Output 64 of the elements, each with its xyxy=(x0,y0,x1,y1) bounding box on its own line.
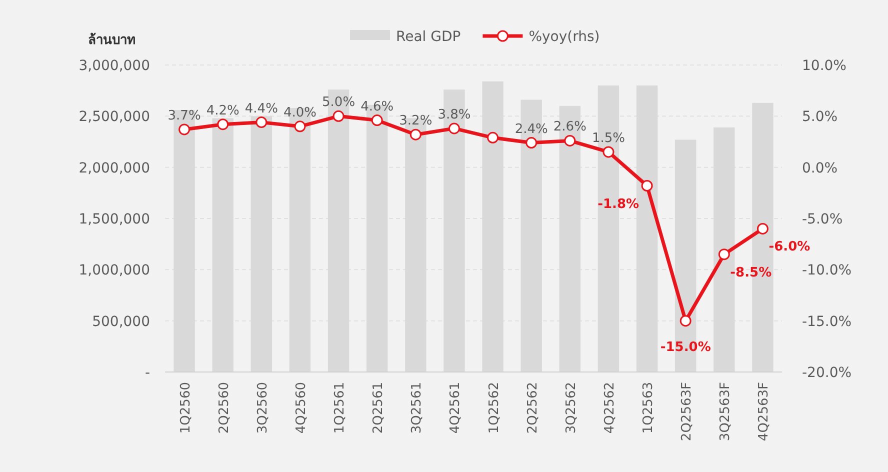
data-label: -15.0% xyxy=(660,340,711,355)
point xyxy=(178,124,190,136)
data-label: 3.7% xyxy=(168,108,201,124)
data-label: 3.2% xyxy=(399,114,432,129)
x-tick-label: 4Q2563F xyxy=(756,382,772,442)
point xyxy=(410,128,422,140)
x-tick-label: 1Q2562 xyxy=(486,382,502,434)
x-tick-label: 4Q2561 xyxy=(448,382,464,434)
y2-tick-label: 5.0% xyxy=(802,109,838,126)
point xyxy=(217,118,229,130)
y-tick-label: 500,000 xyxy=(92,314,150,330)
x-tick-label: 2Q2560 xyxy=(216,382,232,434)
x-tick-label: 1Q2561 xyxy=(332,382,348,434)
x-tick-label: 4Q2560 xyxy=(294,382,309,434)
data-label: 4.6% xyxy=(360,99,394,114)
data-label: -8.5% xyxy=(730,265,772,280)
x-tick-label: 2Q2561 xyxy=(371,382,386,434)
y2-tick-label: 10.0% xyxy=(802,58,846,74)
data-label: -1.8% xyxy=(598,196,640,212)
legend-label: %yoy(rhs) xyxy=(528,29,600,45)
y-tick-label: 1,500,000 xyxy=(78,212,150,228)
point xyxy=(756,222,768,234)
data-label: 4.2% xyxy=(206,103,240,118)
point xyxy=(680,315,692,327)
point xyxy=(602,146,614,158)
point xyxy=(332,110,344,122)
data-label: 5.0% xyxy=(322,95,356,110)
data-label: 1.5% xyxy=(592,130,625,146)
x-tick-label: 2Q2562 xyxy=(525,382,540,434)
point xyxy=(564,134,576,146)
data-label: 4.4% xyxy=(244,101,278,116)
y-tick-label: 1,000,000 xyxy=(78,262,150,279)
point xyxy=(487,132,499,144)
y-axis-title: ล้านบาท xyxy=(88,32,136,48)
x-tick-label: 2Q2563F xyxy=(680,382,695,442)
data-label: -6.0% xyxy=(768,240,810,255)
y2-tick-label: -20.0% xyxy=(802,365,852,381)
x-tick-label: 3Q2562 xyxy=(564,382,579,434)
legend-label: Real GDP xyxy=(396,29,461,45)
y2-tick-label: -15.0% xyxy=(802,314,852,330)
data-label: 3.8% xyxy=(438,107,471,122)
y-tick-label: 2,500,000 xyxy=(78,109,150,126)
x-tick-label: 3Q2563F xyxy=(718,382,734,442)
x-tick-label: 3Q2560 xyxy=(255,382,270,434)
x-tick-label: 1Q2563 xyxy=(641,382,656,434)
point xyxy=(641,180,653,192)
point xyxy=(718,248,730,260)
y2-tick-label: 0.0% xyxy=(802,160,838,176)
point xyxy=(294,120,306,132)
y-tick-label: 3,000,000 xyxy=(78,58,150,74)
y2-tick-label: -10.0% xyxy=(802,262,852,279)
y2-tick-label: -5.0% xyxy=(802,212,843,228)
y-tick-label: 2,000,000 xyxy=(78,160,150,176)
point xyxy=(256,116,268,128)
data-label: 4.0% xyxy=(283,105,316,120)
data-label: 2.6% xyxy=(553,120,586,135)
point xyxy=(371,114,383,126)
point xyxy=(526,137,538,149)
point xyxy=(448,122,460,134)
x-tick-label: 3Q2561 xyxy=(410,382,425,434)
y-tick-label: - xyxy=(144,365,150,381)
x-tick-label: 4Q2562 xyxy=(602,382,618,434)
x-tick-label: 1Q2560 xyxy=(178,382,194,434)
data-label: 2.4% xyxy=(514,122,548,137)
